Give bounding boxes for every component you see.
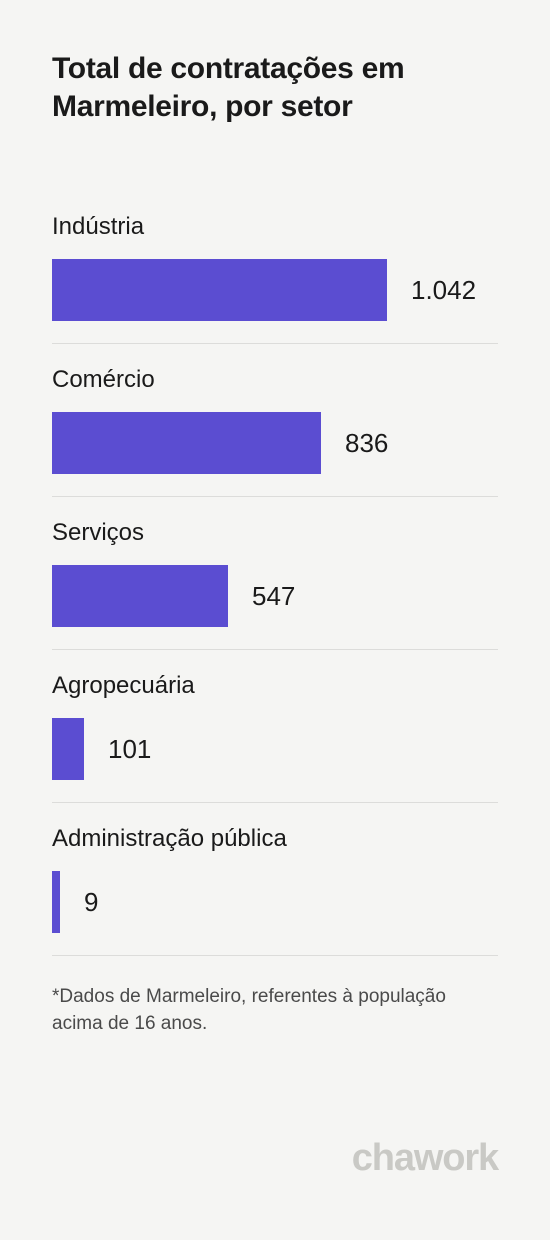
bar-chart: Indústria 1.042 Comércio 836 Serviços 54… [52, 213, 498, 956]
category-label: Indústria [52, 213, 498, 241]
bar-row: Comércio 836 [52, 366, 498, 497]
bar-row: Indústria 1.042 [52, 213, 498, 344]
bar-row: Serviços 547 [52, 519, 498, 650]
bar [52, 718, 84, 780]
chart-title: Total de contratações em Marmeleiro, por… [52, 50, 498, 125]
bar-line: 836 [52, 412, 498, 474]
bar [52, 871, 60, 933]
category-label: Administração pública [52, 825, 498, 853]
bar-line: 101 [52, 718, 498, 780]
bar-line: 547 [52, 565, 498, 627]
bar-value: 836 [345, 428, 388, 459]
bar-value: 547 [252, 581, 295, 612]
bar-row: Administração pública 9 [52, 825, 498, 956]
brand-logo: chawork [352, 1137, 498, 1180]
bar [52, 412, 321, 474]
category-label: Agropecuária [52, 672, 498, 700]
bar-value: 9 [84, 887, 98, 918]
bar-value: 101 [108, 734, 151, 765]
bar-row: Agropecuária 101 [52, 672, 498, 803]
bar-line: 1.042 [52, 259, 498, 321]
bar-line: 9 [52, 871, 498, 933]
bar [52, 259, 387, 321]
bar-value: 1.042 [411, 275, 476, 306]
chart-footnote: *Dados de Marmeleiro, referentes à popul… [52, 984, 498, 1037]
category-label: Comércio [52, 366, 498, 394]
bar [52, 565, 228, 627]
category-label: Serviços [52, 519, 498, 547]
